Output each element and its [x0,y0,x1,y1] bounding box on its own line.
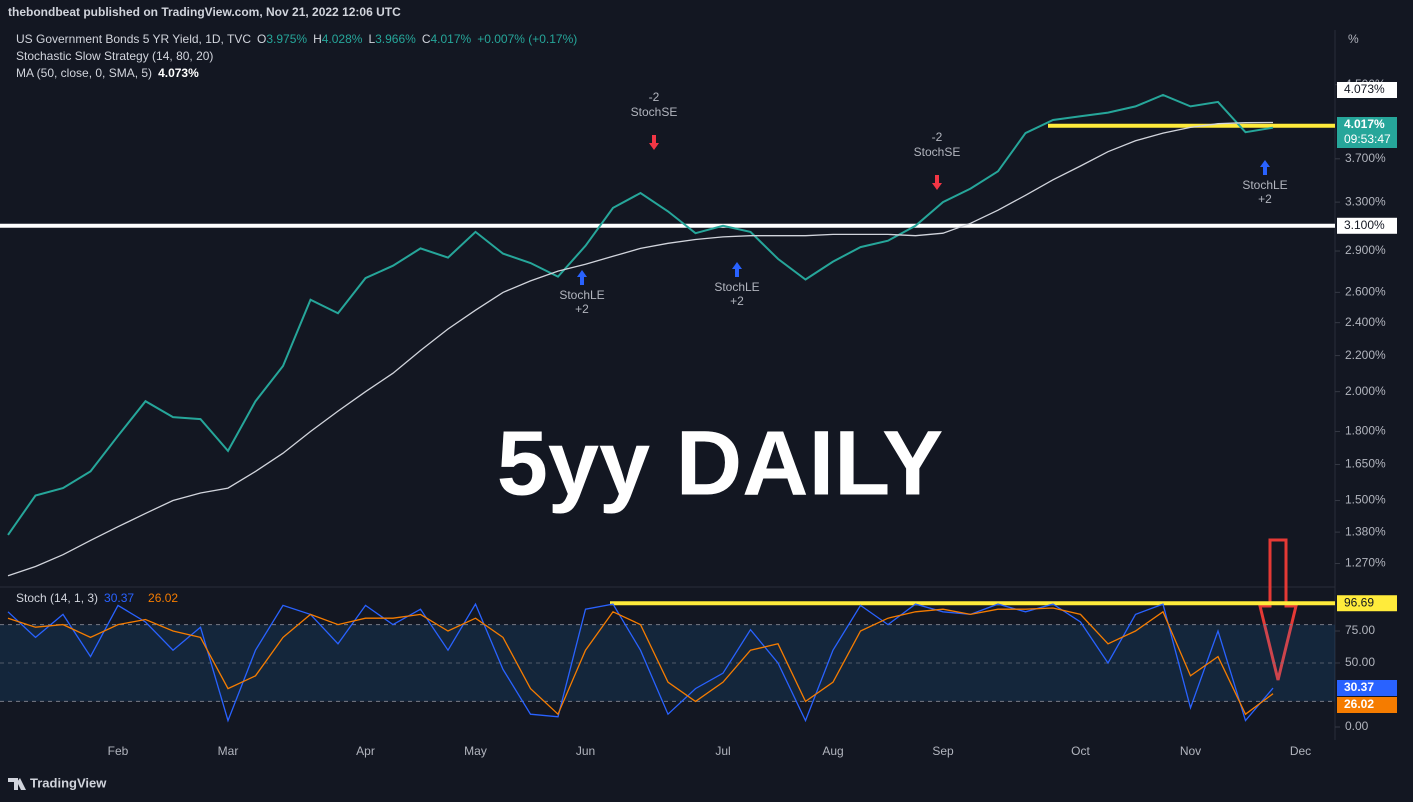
signal-label: StochLE [1242,178,1287,192]
legend-text: C [422,32,431,46]
last-label-bg [1337,680,1397,696]
signal-qty: +2 [730,294,744,308]
pane-value: 30.37 [104,591,134,605]
ma-label-bg [1337,82,1397,98]
legend-text: 3.975% [266,32,307,46]
x-tick-label: Nov [1180,744,1201,758]
signal-arrow [732,262,742,277]
price-label-bg [1337,117,1397,148]
y-tick-label: 50.00 [1345,655,1375,669]
series-line [7,121,1274,577]
y-tick-label: 1.500% [1345,493,1386,507]
hline-label: 3.100% [1344,218,1385,232]
x-tick-label: Dec [1290,744,1311,758]
signal-label: StochLE [714,280,759,294]
signal-qty: +2 [575,302,589,316]
legend-text: L [368,32,375,46]
series-line [7,93,1274,536]
pane-title: Stoch (14, 1, 3) [16,591,98,605]
signal-arrow [932,175,942,190]
x-tick-label: Sep [932,744,954,758]
x-tick-label: Oct [1071,744,1090,758]
y-tick-label: 1.380% [1345,524,1386,538]
signal-label: StochSE [914,145,961,159]
y-tick-label: 3.700% [1345,151,1386,165]
legend-text: US Government Bonds 5 YR Yield, 1D, TVC [16,32,251,46]
signal-label: StochLE [559,288,604,302]
y-tick-label: 0.00 [1345,719,1369,733]
signal-qty: +2 [1258,192,1272,206]
x-tick-label: Feb [108,744,129,758]
footer-logo: TradingView [30,775,107,790]
legend-text: 4.017% [431,32,472,46]
signal-qty: -2 [932,130,943,144]
hline-label-bg [1337,595,1397,612]
y-tick-label: 2.200% [1345,348,1386,362]
y-tick-label: 75.00 [1345,623,1375,637]
x-tick-label: May [464,744,487,758]
legend-text: MA (50, close, 0, SMA, 5) [16,66,152,80]
x-tick-label: Aug [822,744,843,758]
legend-text: 3.966% [375,32,416,46]
y-tick-label: 2.600% [1345,285,1386,299]
annotation-arrow [1258,538,1298,681]
hline-label: 96.69 [1344,595,1374,609]
legend-text: H [313,32,322,46]
y-tick-label: 1.270% [1345,556,1386,570]
countdown: 09:53:47 [1344,132,1391,146]
y-tick-label: 2.000% [1345,384,1386,398]
y-tick-label: 3.300% [1345,194,1386,208]
signal-arrow [577,270,587,285]
legend-text: Stochastic Slow Strategy (14, 80, 20) [16,49,213,63]
legend-text: 4.073% [158,66,199,80]
last-label-bg [1337,697,1397,713]
signal-arrow [649,135,659,150]
logo-icon [8,778,26,790]
x-tick-label: Apr [356,744,375,758]
y-tick-label: 1.800% [1345,424,1386,438]
pane-value: 26.02 [148,591,178,605]
hline-label-bg [1337,217,1397,234]
y-tick-label: 2.400% [1345,315,1386,329]
legend-text: +0.007% (+0.17%) [477,32,577,46]
ma-label: 4.073% [1344,82,1385,96]
signal-arrow [1260,160,1270,175]
x-tick-label: Jun [576,744,595,758]
last-label: 30.37 [1344,680,1374,694]
axis-unit: % [1348,32,1359,46]
overlay-title: 5yy DAILY [497,412,944,514]
y-tick-label: 2.900% [1345,243,1386,257]
publisher: thebondbeat published on TradingView.com… [8,5,401,19]
x-tick-label: Mar [218,744,239,758]
price-label: 4.017% [1344,117,1385,131]
last-label: 26.02 [1344,697,1374,711]
x-tick-label: Jul [715,744,730,758]
signal-qty: -2 [649,90,660,104]
legend-text: 4.028% [322,32,363,46]
signal-label: StochSE [631,105,678,119]
legend-text: O [257,32,266,46]
series-line [7,607,1274,716]
y-tick-label: 1.650% [1345,457,1386,471]
